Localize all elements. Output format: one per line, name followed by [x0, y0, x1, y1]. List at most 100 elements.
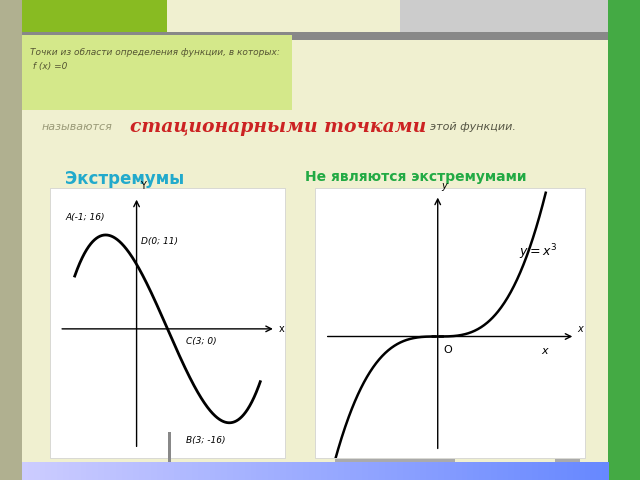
Text: x: x — [578, 324, 584, 334]
Bar — [335, 459, 455, 462]
Bar — [244, 462, 252, 480]
Bar — [397, 462, 404, 480]
Bar — [526, 462, 533, 480]
Bar — [368, 462, 374, 480]
Bar — [491, 462, 498, 480]
Bar — [520, 462, 527, 480]
Bar — [81, 462, 88, 480]
Bar — [391, 462, 398, 480]
Bar — [110, 462, 116, 480]
Bar — [461, 462, 468, 480]
Bar — [216, 462, 222, 480]
Bar — [584, 462, 591, 480]
Bar — [515, 462, 521, 480]
Bar — [174, 462, 181, 480]
Bar — [549, 462, 556, 480]
Bar — [298, 462, 304, 480]
Bar — [356, 462, 363, 480]
Bar — [321, 462, 328, 480]
Text: стационарными точками: стационарными точками — [130, 118, 426, 136]
Bar — [608, 0, 640, 480]
Bar — [104, 462, 111, 480]
Bar — [602, 462, 609, 480]
Bar — [168, 462, 175, 480]
Bar — [479, 462, 486, 480]
Text: этой функции.: этой функции. — [430, 122, 516, 132]
Bar — [420, 462, 428, 480]
Bar — [69, 462, 76, 480]
Bar — [192, 462, 199, 480]
Bar — [57, 462, 64, 480]
Text: C(3; 0): C(3; 0) — [186, 336, 217, 346]
Text: y: y — [442, 180, 447, 191]
Bar — [22, 462, 29, 480]
Bar — [339, 462, 346, 480]
Bar — [561, 462, 568, 480]
Bar — [362, 462, 369, 480]
Bar — [0, 0, 22, 480]
Bar — [485, 462, 492, 480]
Bar — [168, 432, 171, 462]
Text: Экстремумы: Экстремумы — [65, 170, 184, 188]
Bar — [116, 462, 123, 480]
Bar — [227, 462, 234, 480]
Bar — [596, 462, 603, 480]
Bar — [309, 462, 316, 480]
Bar — [204, 462, 211, 480]
Text: D(0; 11): D(0; 11) — [141, 237, 178, 246]
Text: A(-1; 16): A(-1; 16) — [65, 213, 105, 222]
Text: называются: называются — [42, 122, 113, 132]
Bar — [133, 462, 140, 480]
Bar — [140, 462, 146, 480]
Bar — [532, 462, 539, 480]
Bar — [63, 462, 70, 480]
Bar — [292, 462, 298, 480]
Bar — [327, 462, 333, 480]
Bar — [157, 462, 164, 480]
Bar — [555, 459, 580, 462]
Text: Не являются экстремумами: Не являются экстремумами — [305, 170, 527, 184]
Bar — [92, 462, 99, 480]
Bar — [40, 462, 47, 480]
Bar — [315, 188, 585, 458]
Bar — [432, 462, 439, 480]
Bar — [385, 462, 392, 480]
Bar — [122, 462, 129, 480]
Text: Y: Y — [140, 181, 145, 191]
Bar — [502, 462, 509, 480]
Bar — [180, 462, 187, 480]
Bar — [51, 462, 58, 480]
Bar — [409, 462, 415, 480]
Bar — [543, 462, 550, 480]
Bar — [538, 462, 545, 480]
Bar — [86, 462, 93, 480]
Bar — [22, 35, 292, 110]
Text: Точки из области определения функции, в которых:: Точки из области определения функции, в … — [30, 48, 280, 57]
Bar — [350, 462, 357, 480]
Text: x: x — [279, 324, 285, 334]
Bar — [415, 462, 422, 480]
Bar — [426, 462, 433, 480]
Bar — [145, 462, 152, 480]
Bar — [257, 462, 263, 480]
Bar — [333, 462, 339, 480]
Bar — [438, 462, 445, 480]
Bar — [573, 462, 580, 480]
Bar — [198, 462, 205, 480]
Bar — [50, 188, 285, 458]
Bar — [467, 462, 474, 480]
Bar — [344, 462, 351, 480]
Bar — [450, 462, 457, 480]
Bar — [403, 462, 410, 480]
Bar — [303, 462, 310, 480]
Bar — [233, 462, 240, 480]
Bar — [280, 462, 287, 480]
Bar — [380, 462, 387, 480]
Bar — [22, 0, 167, 35]
Text: O: O — [444, 345, 452, 355]
Bar — [374, 462, 380, 480]
Bar — [45, 462, 52, 480]
Text: B(3; -16): B(3; -16) — [186, 436, 225, 445]
Bar — [262, 462, 269, 480]
Bar — [34, 462, 40, 480]
